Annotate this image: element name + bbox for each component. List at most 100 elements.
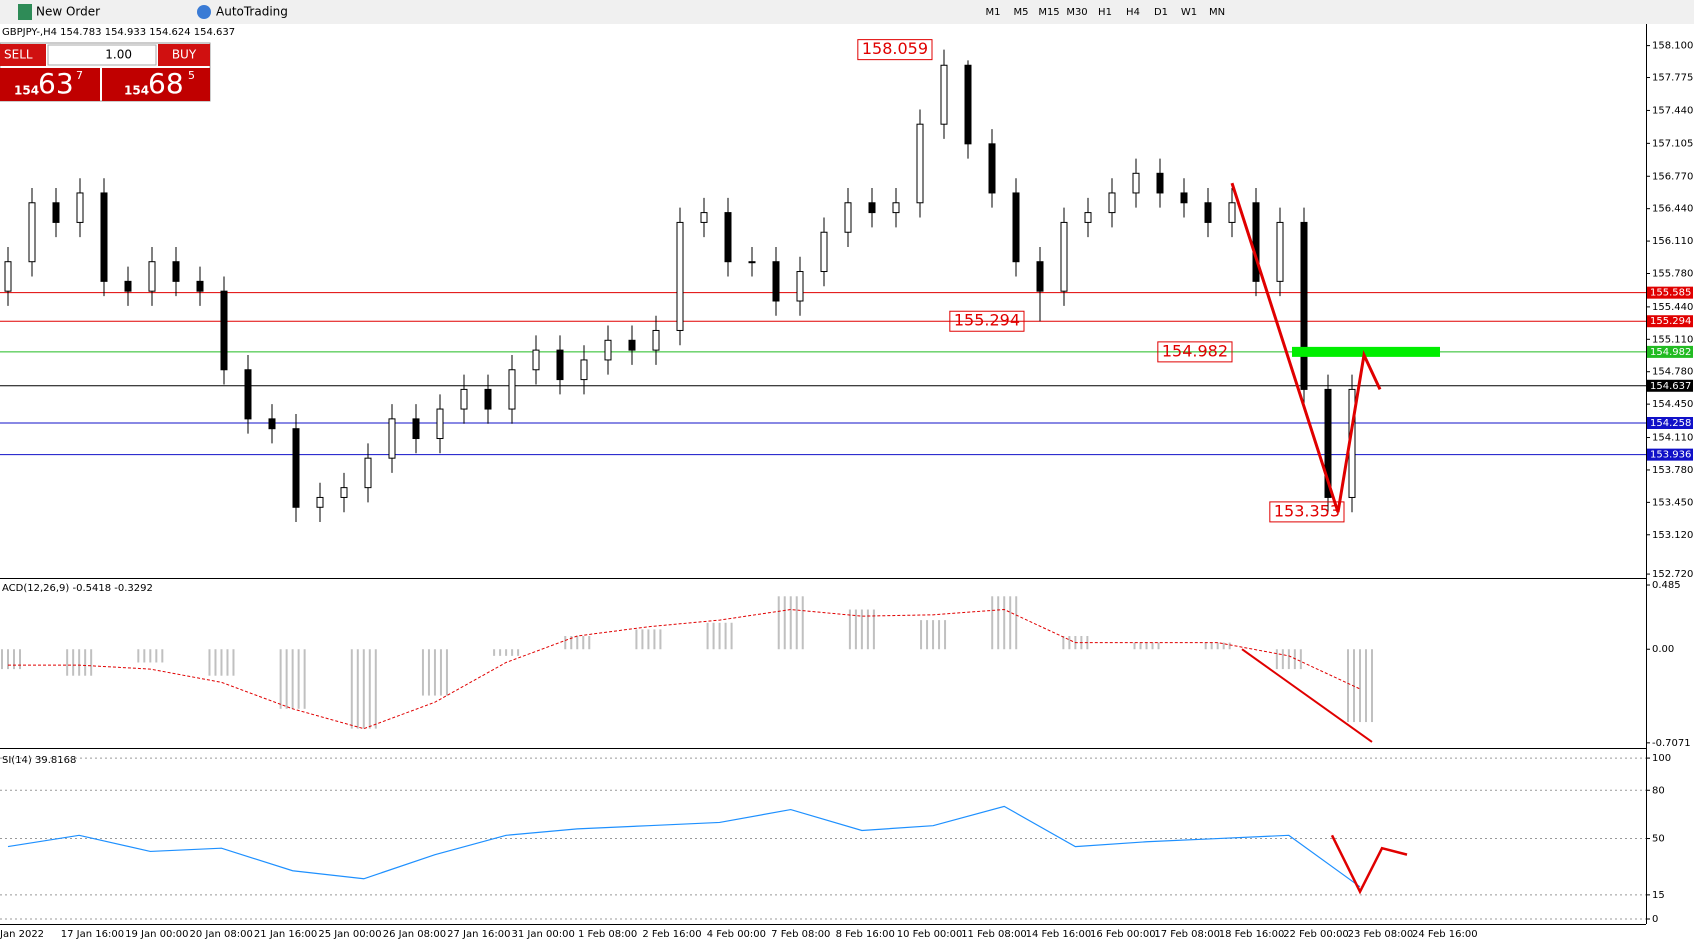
- autotrading-button[interactable]: AutoTrading: [216, 5, 288, 19]
- x-tick-label: 26 Jan 08:00: [383, 929, 446, 940]
- candle-body: [1036, 261, 1044, 292]
- price-annotation: 153.353: [1274, 501, 1340, 520]
- new-order-icon[interactable]: [18, 4, 32, 20]
- y-tick-label: -0.7071: [1652, 738, 1691, 749]
- bid-box[interactable]: [0, 68, 100, 101]
- candle-body: [100, 192, 108, 282]
- candle-body: [796, 271, 804, 302]
- price-level-label: 154.258: [1650, 418, 1691, 429]
- new-order-button[interactable]: New Order: [36, 5, 100, 19]
- y-tick-label: 153.450: [1652, 497, 1693, 508]
- candle-body: [388, 418, 396, 459]
- y-tick-label: 15: [1652, 890, 1665, 901]
- y-tick-label: 157.105: [1652, 138, 1693, 149]
- price-level-label: 154.982: [1650, 347, 1691, 358]
- x-tick-label: 25 Jan 00:00: [318, 929, 381, 940]
- candle-body: [844, 202, 852, 233]
- candle-body: [244, 369, 252, 420]
- sell-label[interactable]: SELL: [4, 48, 33, 62]
- autotrading-icon[interactable]: [197, 5, 211, 19]
- price-level-label: 155.294: [1650, 316, 1691, 327]
- x-tick-label: Jan 2022: [0, 929, 44, 940]
- ask-big: 154: [124, 84, 149, 98]
- timeframe-button[interactable]: M15: [1038, 7, 1059, 18]
- y-tick-label: 100: [1652, 753, 1671, 764]
- candle-body: [124, 280, 132, 292]
- y-tick-label: 158.100: [1652, 41, 1693, 52]
- y-tick-label: 80: [1652, 785, 1665, 796]
- candle-body: [484, 388, 492, 410]
- candle-body: [1180, 192, 1188, 204]
- x-tick-label: 21 Jan 16:00: [254, 929, 317, 940]
- ask-pips: 68: [148, 67, 184, 100]
- candle-body: [28, 202, 36, 263]
- candle-body: [988, 143, 996, 194]
- candle-body: [412, 418, 420, 440]
- rsi-header: SI(14) 39.8168: [2, 755, 76, 766]
- candle-body: [748, 261, 756, 264]
- timeframe-button[interactable]: M5: [1014, 7, 1029, 18]
- candle-body: [1324, 388, 1332, 498]
- ask-box[interactable]: [102, 68, 210, 101]
- y-tick-label: 0.00: [1652, 644, 1674, 655]
- timeframe-button[interactable]: D1: [1154, 7, 1168, 18]
- candle-body: [1084, 212, 1092, 223]
- timeframe-button[interactable]: H4: [1126, 7, 1140, 18]
- candle-body: [1300, 221, 1308, 390]
- lots-value[interactable]: 1.00: [105, 48, 132, 62]
- x-tick-label: 27 Jan 16:00: [447, 929, 510, 940]
- toolbar: [0, 0, 1694, 24]
- candle-body: [508, 369, 516, 410]
- y-tick-label: 153.120: [1652, 530, 1693, 541]
- buy-label[interactable]: BUY: [172, 48, 197, 62]
- bid-fraction: 7: [76, 69, 83, 82]
- zone-bar: [1292, 346, 1440, 357]
- candle-body: [1060, 221, 1068, 292]
- candle-body: [724, 212, 732, 263]
- x-tick-label: 7 Feb 08:00: [771, 929, 830, 940]
- y-tick-label: 154.450: [1652, 399, 1693, 410]
- timeframe-button[interactable]: MN: [1209, 7, 1225, 18]
- y-tick-label: 152.720: [1652, 569, 1693, 580]
- x-tick-label: 19 Jan 00:00: [125, 929, 188, 940]
- macd-header: ACD(12,26,9) -0.5418 -0.3292: [2, 583, 153, 594]
- annotation-box: [1157, 341, 1233, 363]
- price-level-tag: [1647, 416, 1693, 429]
- x-tick-label: 20 Jan 08:00: [190, 929, 253, 940]
- rsi-line: [7, 805, 1361, 888]
- x-tick-label: 10 Feb 00:00: [897, 929, 963, 940]
- candle-body: [148, 261, 156, 292]
- timeframe-button[interactable]: W1: [1181, 7, 1197, 18]
- price-level-label: 154.637: [1650, 381, 1691, 392]
- timeframe-button[interactable]: H1: [1098, 7, 1112, 18]
- bid-pips: 63: [38, 67, 74, 100]
- y-tick-label: 156.440: [1652, 204, 1693, 215]
- x-tick-label: 17 Feb 08:00: [1154, 929, 1220, 940]
- price-level-tag: [1647, 315, 1693, 328]
- candle-body: [892, 202, 900, 214]
- timeframe-button[interactable]: M1: [986, 7, 1001, 18]
- candle-body: [268, 418, 276, 430]
- sell-button[interactable]: [0, 44, 46, 66]
- x-tick-label: 16 Feb 00:00: [1090, 929, 1156, 940]
- candle-body: [1132, 172, 1140, 194]
- y-tick-label: 155.110: [1652, 334, 1693, 345]
- y-tick-label: 0: [1652, 914, 1658, 925]
- drawn-arrow: [1230, 182, 1382, 513]
- candle-body: [1012, 192, 1020, 263]
- lots-input[interactable]: [47, 44, 157, 66]
- ask-fraction: 5: [188, 69, 195, 82]
- order-panel: SELL 1.00 BUY 154 63 7 154 68 5: [0, 42, 211, 102]
- timeframes: M1 M5 M15 M30 H1 H4 D1 W1 MN: [986, 7, 1226, 18]
- timeframe-button[interactable]: M30: [1066, 7, 1087, 18]
- candle-body: [1204, 202, 1212, 223]
- candle-body: [1228, 202, 1236, 223]
- bid-big: 154: [14, 84, 39, 98]
- candle-body: [316, 496, 324, 508]
- x-tick-label: 14 Feb 16:00: [1026, 929, 1092, 940]
- candle-body: [532, 349, 540, 371]
- x-tick-label: 8 Feb 16:00: [836, 929, 895, 940]
- buy-button[interactable]: [158, 44, 210, 66]
